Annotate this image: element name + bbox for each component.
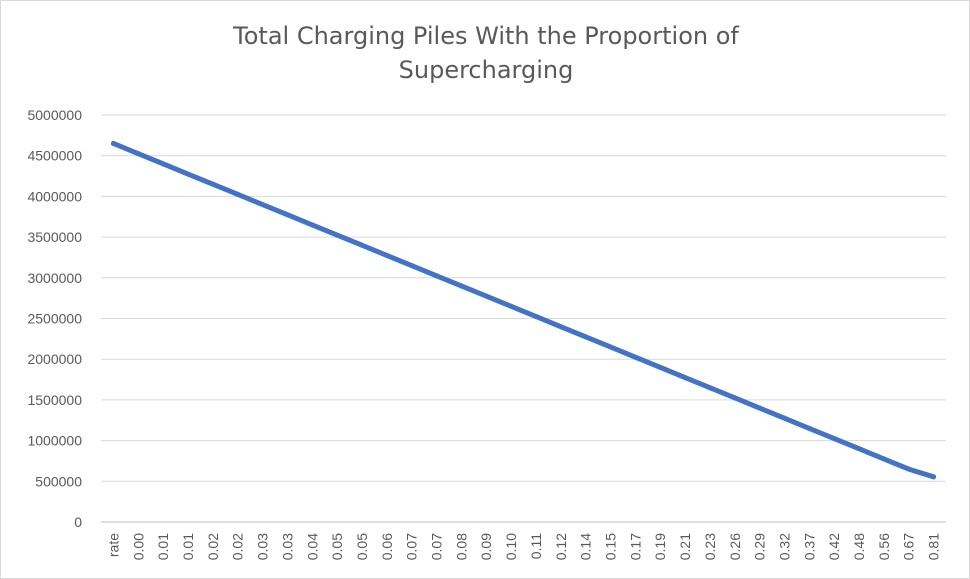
series-line (110, 140, 937, 480)
x-tick-label: 0.10 (503, 533, 519, 560)
y-tick-label: 1500000 (27, 392, 82, 408)
x-tick-label: 0.48 (851, 533, 867, 560)
x-tick-label: 0.29 (752, 533, 768, 560)
x-tick-label: 0.15 (602, 533, 618, 560)
x-tick-label: 0.01 (180, 533, 196, 560)
data-point (558, 324, 564, 330)
x-tick-label: 0.42 (826, 533, 842, 560)
data-point (309, 222, 315, 228)
data-point (931, 474, 937, 480)
data-point (682, 375, 688, 381)
x-tick-label: 0.01 (155, 533, 171, 560)
data-point (906, 466, 912, 472)
y-tick-label: 2000000 (27, 351, 82, 367)
x-tick-label: 0.03 (279, 533, 295, 560)
y-tick-label: 3000000 (27, 270, 82, 286)
y-tick-label: 4500000 (27, 148, 82, 164)
y-tick-label: 2500000 (27, 311, 82, 327)
x-tick-label: 0.06 (379, 533, 395, 560)
data-point (657, 364, 663, 370)
x-tick-label: 0.56 (876, 533, 892, 560)
data-point (508, 303, 514, 309)
x-tick-label: 0.19 (652, 533, 668, 560)
y-tick-label: 500000 (35, 473, 82, 489)
data-point (757, 405, 763, 411)
x-tick-label: 0.02 (205, 533, 221, 560)
x-tick-label: 0.04 (304, 533, 320, 560)
data-point (483, 293, 489, 299)
data-point (210, 181, 216, 187)
x-tick-label: 0.67 (901, 533, 917, 560)
y-tick-label: 0 (74, 514, 82, 530)
chart-title-line-2: Supercharging (398, 56, 574, 84)
data-point (260, 202, 266, 208)
data-point (458, 283, 464, 289)
x-tick-label: 0.21 (677, 533, 693, 560)
y-tick-label: 3500000 (27, 229, 82, 245)
data-point (707, 385, 713, 391)
data-point (831, 436, 837, 442)
y-axis-tick-labels: 0 500000 1000000 1500000 2000000 2500000 30000… (27, 107, 82, 530)
x-tick-label: 0.05 (329, 533, 345, 560)
data-point (409, 263, 415, 269)
data-point (110, 140, 116, 146)
data-point (135, 151, 141, 157)
x-tick-label: 0.03 (255, 533, 271, 560)
x-tick-label: 0.12 (553, 533, 569, 560)
data-point (881, 456, 887, 462)
x-tick-label: 0.00 (130, 533, 146, 560)
data-point (359, 242, 365, 248)
x-tick-label: 0.37 (801, 533, 817, 560)
data-point (583, 334, 589, 340)
x-tick-label: 0.09 (478, 533, 494, 560)
data-point (632, 354, 638, 360)
x-tick-label: 0.14 (578, 533, 594, 560)
x-axis-tick-labels: rate 0.00 0.01 0.01 0.02 0.02 0.03 0.03 0.04 0.05… (105, 533, 941, 560)
x-tick-label: rate (105, 533, 121, 557)
data-point (284, 212, 290, 218)
data-point (434, 273, 440, 279)
data-point (334, 232, 340, 238)
data-point (781, 415, 787, 421)
y-tick-label: 1000000 (27, 433, 82, 449)
data-point (806, 425, 812, 431)
gridlines (101, 114, 946, 523)
series-layer (110, 140, 937, 480)
x-tick-label: 0.17 (627, 533, 643, 560)
data-point (185, 171, 191, 177)
x-tick-label: 0.32 (776, 533, 792, 560)
data-point (732, 395, 738, 401)
data-point (384, 252, 390, 258)
chart-title-line-1: Total Charging Piles With the Proportion… (233, 22, 739, 50)
x-tick-label: 0.81 (926, 533, 942, 560)
x-tick-label: 0.05 (354, 533, 370, 560)
data-point (607, 344, 613, 350)
y-tick-label: 4000000 (27, 188, 82, 204)
x-tick-label: 0.02 (230, 533, 246, 560)
x-tick-label: 0.08 (453, 533, 469, 560)
chart-title: Total Charging Piles With the Proportion… (1, 19, 970, 87)
x-tick-label: 0.23 (702, 533, 718, 560)
data-point (235, 191, 241, 197)
y-tick-label: 5000000 (27, 107, 82, 123)
x-tick-label: 0.07 (404, 533, 420, 560)
data-point (160, 161, 166, 167)
x-tick-label: 0.11 (528, 533, 544, 559)
data-point (856, 446, 862, 452)
x-tick-label: 0.26 (727, 533, 743, 560)
data-point (533, 313, 539, 319)
x-tick-label: 0.07 (429, 533, 445, 560)
